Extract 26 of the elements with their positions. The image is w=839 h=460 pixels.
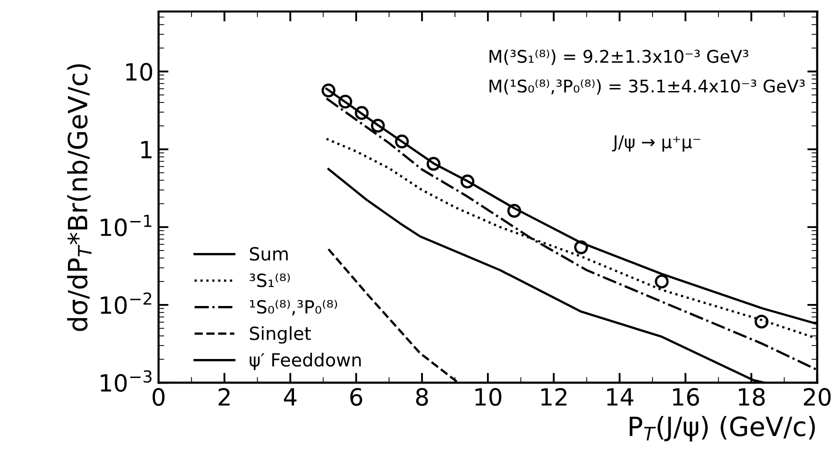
x-tick-label: 12 xyxy=(541,388,566,406)
y-tick-label: 10$^{−3}$ xyxy=(100,370,152,392)
legend-label: ¹S₀⁽⁸⁾,³P₀⁽⁸⁾ xyxy=(250,300,338,316)
x-axis-title: P$_{T}$(J/ψ) (GeV/c) xyxy=(630,416,815,442)
y-tick-label: 10$^{−1}$ xyxy=(100,214,152,236)
x-tick-label: 10 xyxy=(475,388,502,406)
x-tick-label: 8 xyxy=(416,388,428,406)
x-tick-label: 14 xyxy=(607,388,634,406)
annotation: M(³S₁⁽⁸⁾) = 9.2±1.3x10⁻³ GeV³ xyxy=(490,50,748,65)
annotation: J/ψ → μ⁺μ⁻ xyxy=(612,135,700,152)
y-tick-label: 10 xyxy=(126,62,152,81)
x-tick-label: 18 xyxy=(738,388,765,406)
x-tick-label: 16 xyxy=(673,388,699,406)
y-axis-title: dσ/dP$_{T}$*Br(nb/GeV/c) xyxy=(67,64,92,332)
legend-label: Singlet xyxy=(250,326,311,344)
annotation: M(¹S₀⁽⁸⁾,³P₀⁽⁸⁾) = 35.1±4.4x10⁻³ GeV³ xyxy=(490,79,805,95)
y-tick-label: 10$^{−2}$ xyxy=(100,292,152,314)
y-tick-label: 1 xyxy=(141,141,152,158)
x-tick-label: 4 xyxy=(284,388,296,406)
x-tick-label: 2 xyxy=(218,388,230,406)
legend-label: ψ′ Feeddown xyxy=(250,352,361,370)
x-tick-label: 20 xyxy=(804,388,831,406)
x-tick-label: 0 xyxy=(152,388,165,406)
x-tick-label: 6 xyxy=(350,388,362,406)
legend-label: Sum xyxy=(250,247,288,261)
legend-label: ³S₁⁽⁸⁾ xyxy=(250,273,290,288)
